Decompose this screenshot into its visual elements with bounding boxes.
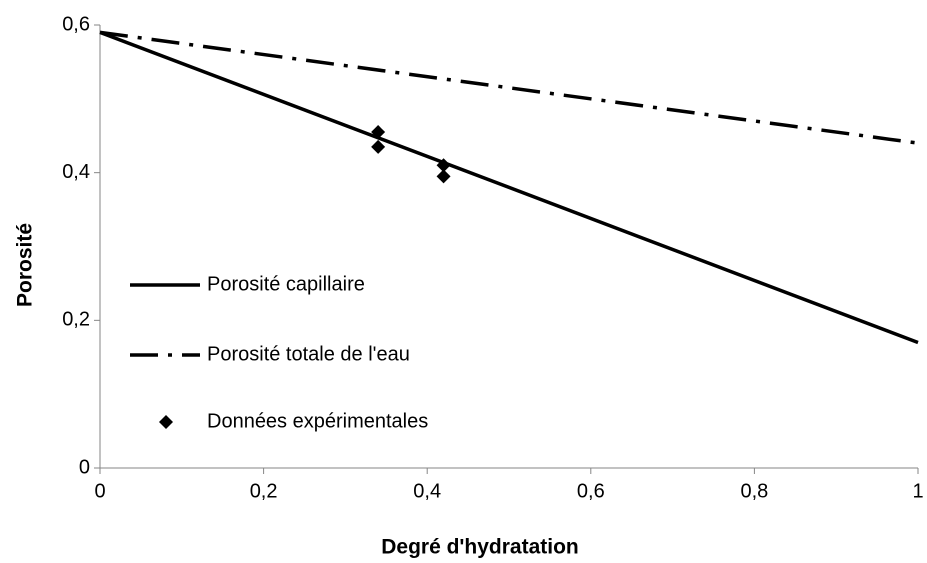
legend-label: Porosité capillaire	[207, 273, 365, 295]
y-tick-label: 0,6	[62, 13, 90, 35]
legend-marker	[159, 415, 173, 429]
legend-label: Porosité totale de l'eau	[207, 343, 410, 365]
data-point	[436, 169, 451, 184]
x-tick-label: 0	[94, 480, 105, 502]
y-tick-label: 0,4	[62, 161, 90, 183]
x-tick-label: 1	[912, 480, 923, 502]
x-axis-title: Degré d'hydratation	[381, 536, 579, 559]
x-tick-label: 0,8	[740, 480, 768, 502]
legend-label: Données expérimentales	[207, 410, 428, 432]
data-point	[436, 158, 451, 173]
series-line	[99, 30, 919, 345]
series-line	[99, 30, 919, 145]
y-tick-label: 0	[79, 456, 90, 478]
y-tick-label: 0,2	[62, 309, 90, 331]
x-tick-label: 0,4	[413, 480, 441, 502]
x-tick-label: 0,2	[250, 480, 278, 502]
x-tick-label: 0,6	[577, 480, 605, 502]
y-axis-title: Porosité	[14, 223, 37, 307]
data-point	[371, 139, 386, 154]
data-point	[371, 125, 386, 140]
